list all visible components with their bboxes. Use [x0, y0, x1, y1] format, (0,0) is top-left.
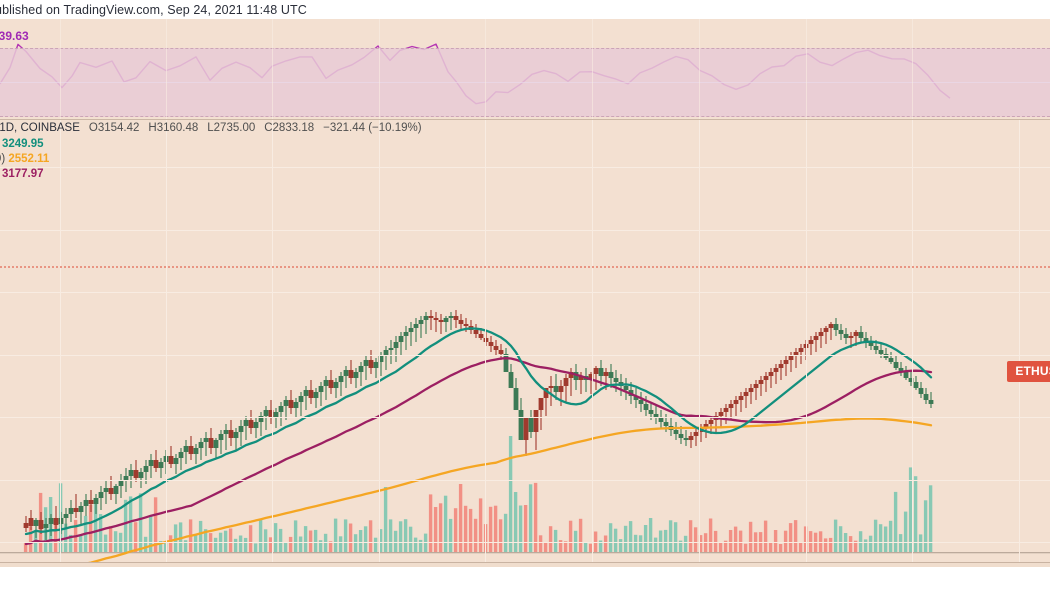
- price-hgrid: [0, 417, 1050, 418]
- rsi-vgrid: [592, 19, 593, 120]
- price-vgrid: [379, 120, 380, 567]
- rsi-overbought-line: [0, 48, 1050, 49]
- price-hgrid: [0, 542, 1050, 543]
- legend-ma-slow-value: 2552.11: [8, 153, 50, 165]
- indicator-pane-rsi[interactable]: e)39.63: [0, 19, 1050, 120]
- legend-close-marker: X: [0, 122, 49, 137]
- rsi-vgrid: [485, 19, 486, 120]
- symbol-ohlc-legend[interactable]: U.S. Dollar, 1D, COINBASE O3154.42 H3160.4…: [0, 122, 422, 134]
- current-price-level-line: [0, 266, 1050, 268]
- rsi-vgrid: [272, 19, 273, 120]
- price-vgrid: [60, 120, 61, 567]
- rsi-legend-value: 39.63: [0, 29, 29, 43]
- ohlc-open: O3154.42: [88, 122, 140, 134]
- price-pane[interactable]: U.S. Dollar, 1D, COINBASE O3154.42 H3160.4…: [0, 120, 1050, 567]
- pane-separator: [0, 119, 1050, 120]
- price-hgrid: [0, 292, 1050, 293]
- rsi-vgrid: [806, 19, 807, 120]
- price-hgrid: [0, 355, 1050, 356]
- volume-series: [0, 436, 1050, 554]
- price-hgrid: [0, 230, 1050, 231]
- ohlc-change: −321.44 (−10.19%): [323, 122, 422, 134]
- price-vgrid: [166, 120, 167, 567]
- legend-ma-mid-value: 3177.97: [1, 168, 44, 180]
- ma-fast-line: [24, 327, 933, 536]
- rsi-vgrid: [912, 19, 913, 120]
- price-hgrid: [0, 480, 1050, 481]
- publish-bar: published on TradingView.com, Sep 24, 20…: [0, 0, 1050, 19]
- legend-ma-fast-value: 3249.95: [1, 138, 44, 150]
- price-vgrid: [912, 120, 913, 567]
- price-tag-badge[interactable]: ETHUS: [1007, 361, 1050, 382]
- legend-ma-mid[interactable]: se, 0) 3177.97: [0, 167, 49, 182]
- price-vgrid: [699, 120, 700, 567]
- publish-text: published on TradingView.com, Sep 24, 20…: [0, 3, 307, 17]
- rsi-oversold-line: [0, 116, 1050, 117]
- price-hgrid: [0, 167, 1050, 168]
- rsi-midline: [0, 82, 1050, 83]
- rsi-vgrid: [699, 19, 700, 120]
- candles: [23, 310, 934, 540]
- rsi-vgrid: [166, 19, 167, 120]
- price-vgrid: [272, 120, 273, 567]
- ohlc-low: L2735.00: [207, 122, 256, 134]
- price-vgrid: [592, 120, 593, 567]
- rsi-vgrid: [60, 19, 61, 120]
- legend-ma-fast[interactable]: se, 0) 3249.95: [0, 137, 49, 152]
- ma-slow-line: [66, 417, 933, 567]
- candlestick-series: [0, 310, 1050, 567]
- ohlc-close: C2833.18: [264, 122, 315, 134]
- legend-ma-slow[interactable]: ose, 0) 2552.11: [0, 152, 49, 167]
- price-vgrid: [1019, 120, 1020, 567]
- ma-mid-line: [24, 357, 933, 546]
- rsi-legend[interactable]: e)39.63: [0, 29, 29, 43]
- symbol-title: U.S. Dollar, 1D, COINBASE: [0, 122, 80, 134]
- ohlc-high: H3160.48: [148, 122, 199, 134]
- rsi-vgrid: [379, 19, 380, 120]
- chart-canvas[interactable]: e)39.63: [0, 19, 1050, 567]
- time-axis[interactable]: 2021 Feb Mar Apr May Jun Jul Aug Sep Oct: [0, 562, 1050, 567]
- moving-average-legend[interactable]: X se, 0) 3249.95 ose, 0) 2552.11 se, 0) …: [0, 122, 49, 182]
- footer-bar: ew: [0, 567, 1050, 600]
- price-vgrid: [806, 120, 807, 567]
- legend-ma-slow-label: ose, 0): [0, 153, 6, 165]
- price-vgrid: [485, 120, 486, 567]
